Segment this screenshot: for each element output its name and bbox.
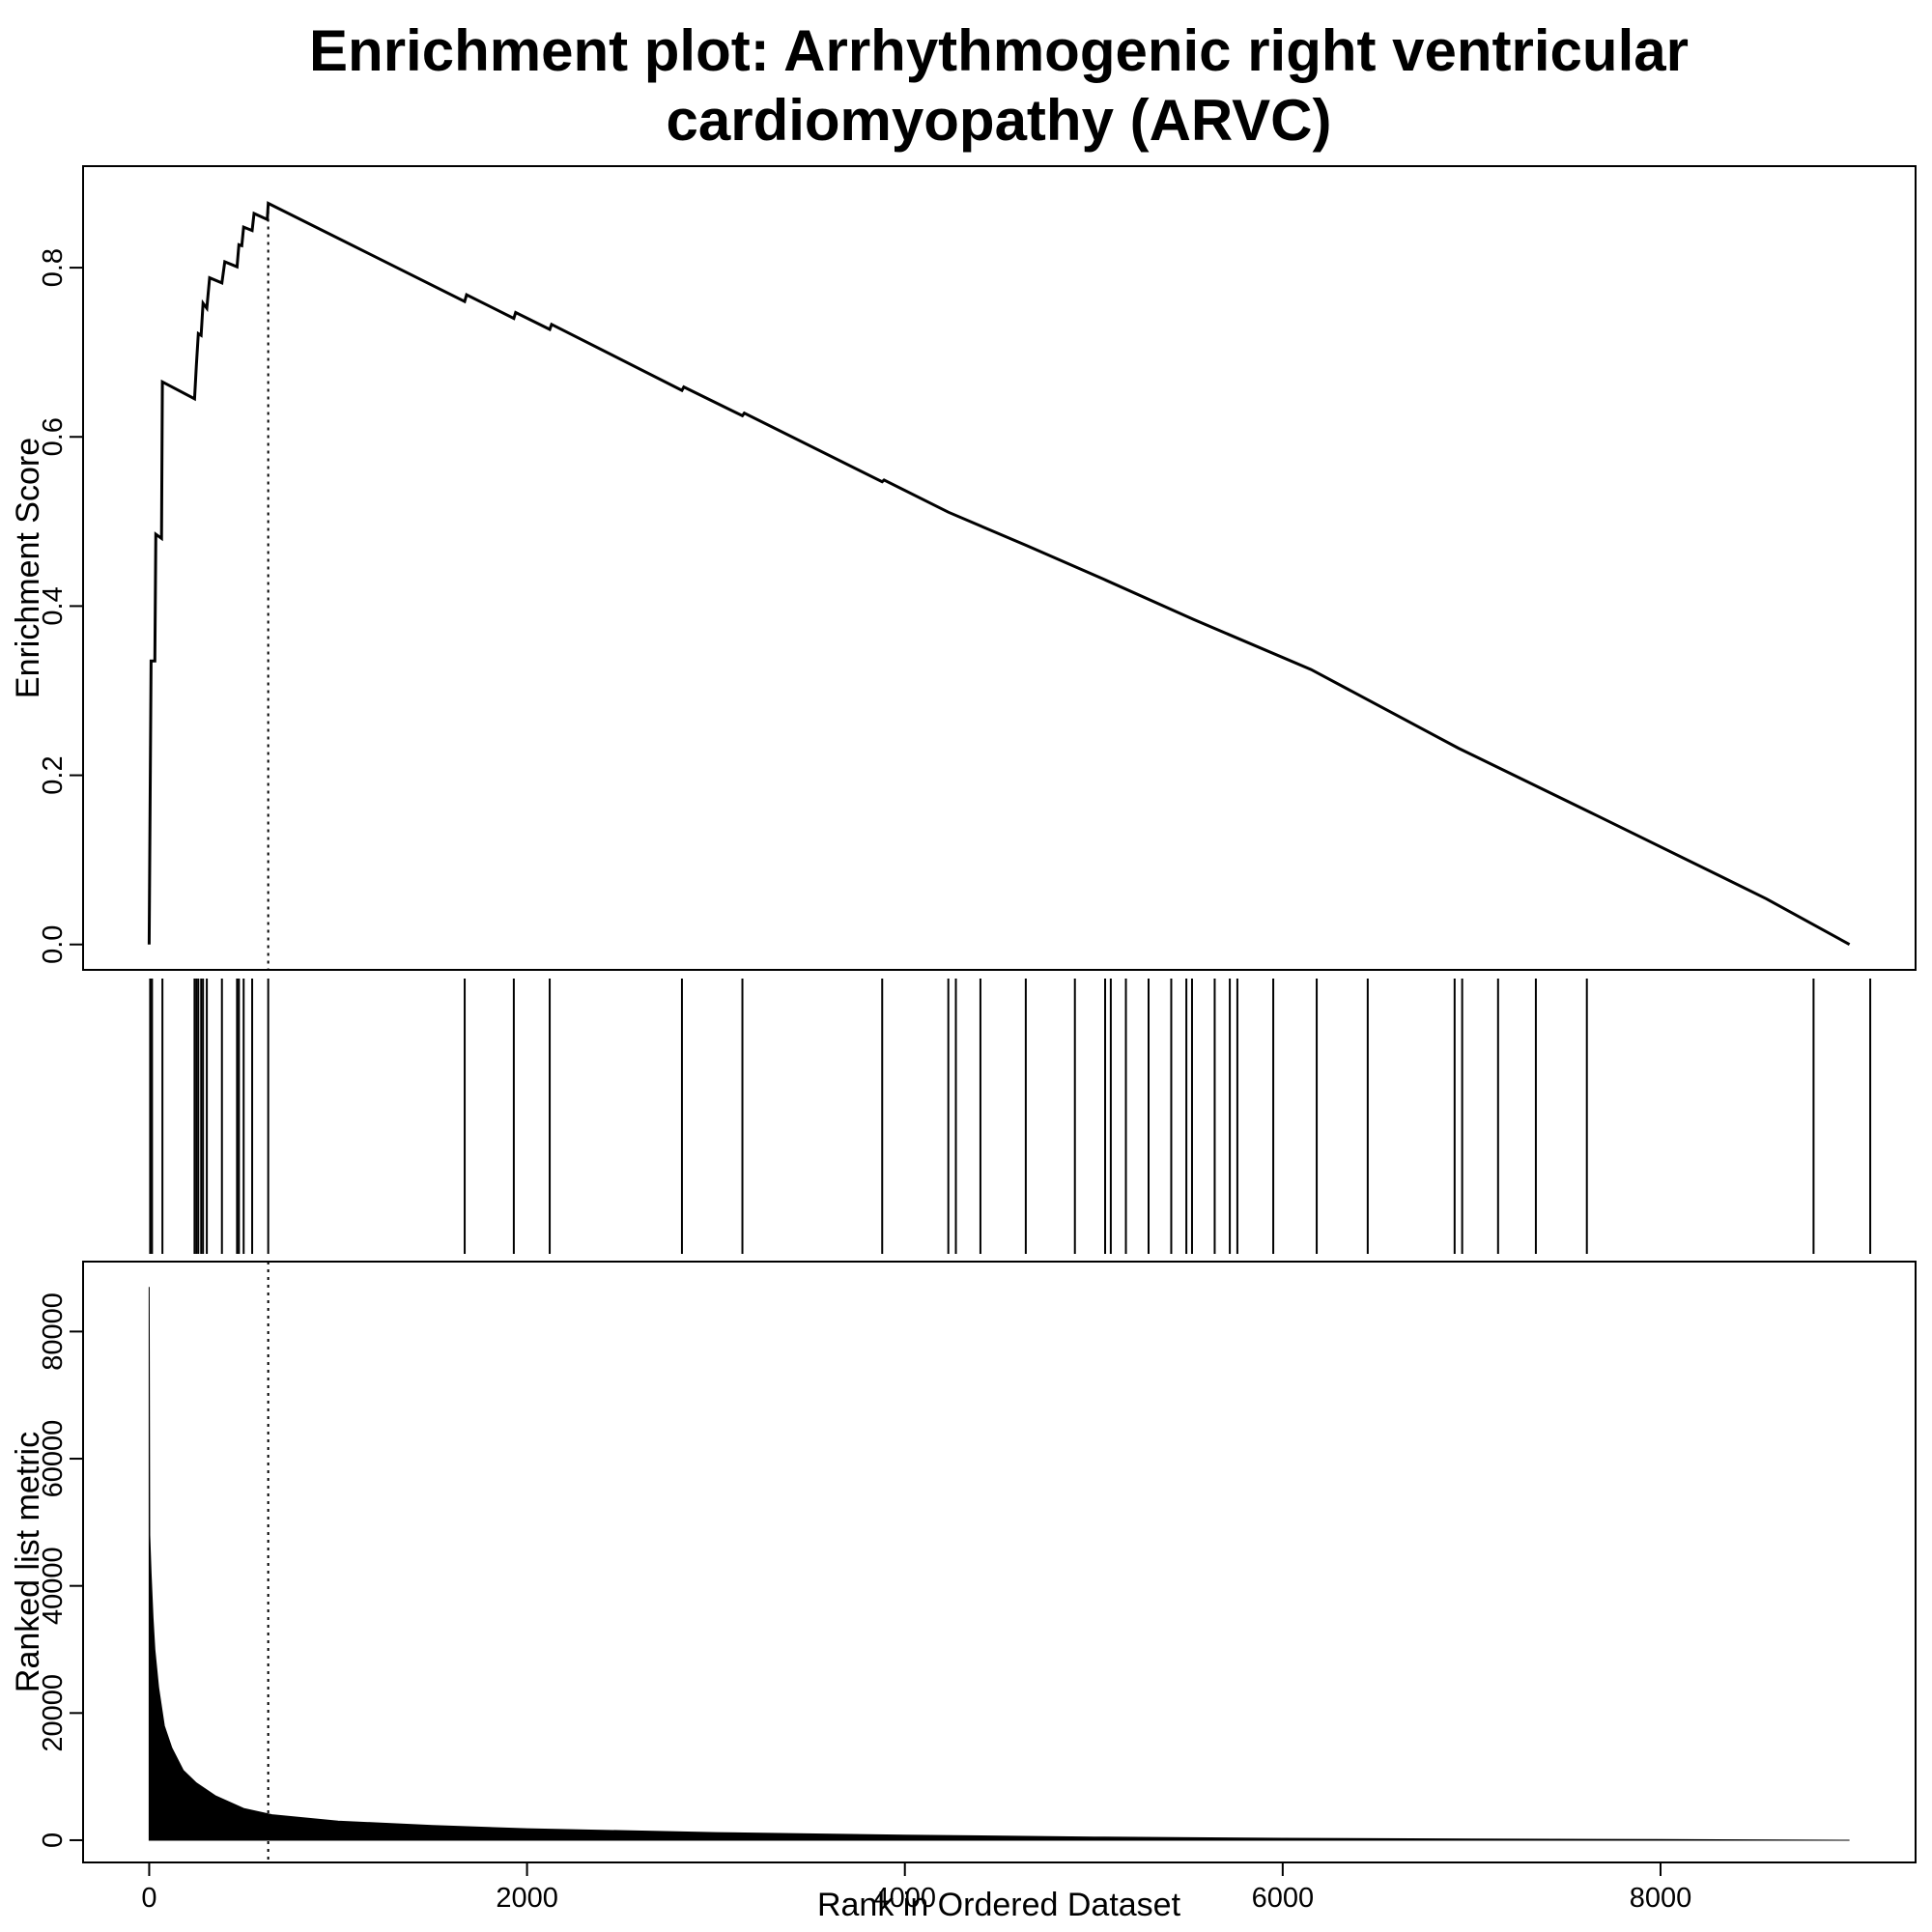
- enrichment-y-tick-label: 0.4: [38, 586, 69, 625]
- ranked-metric-y-axis: 0 20000 40000 60000 80000: [38, 1293, 83, 1848]
- enrichment-y-axis-label: Enrichment Score: [10, 438, 46, 698]
- ranked-metric-y-axis-label: Ranked list metric: [10, 1432, 46, 1692]
- enrichment-y-tick-label: 0.8: [38, 248, 69, 287]
- rank-x-axis: 0 2000 4000 6000 8000: [141, 1862, 1691, 1914]
- enrichment-score-curve: [147, 201, 1851, 947]
- rank-x-tick-label: 0: [141, 1883, 156, 1914]
- title-line-1: Enrichment plot: Arrhythmogenic right ve…: [309, 18, 1689, 83]
- enrichment-y-tick-label: 0.0: [38, 925, 69, 964]
- ranked-y-tick-label: 20000: [38, 1674, 69, 1752]
- rank-x-tick-label: 6000: [1252, 1883, 1315, 1914]
- enrichment-plot-frame: [82, 165, 1917, 971]
- enrichment-y-axis: 0.0 0.2 0.4 0.6 0.8: [38, 248, 83, 964]
- enrichment-y-tick-label: 0.2: [38, 755, 69, 794]
- ranked-y-tick-label: 40000: [38, 1547, 69, 1625]
- enrichment-y-tick-label: 0.6: [38, 417, 69, 456]
- rank-x-axis-label: Rank in Ordered Dataset: [817, 1887, 1181, 1923]
- ranked-y-tick-label: 0: [38, 1833, 69, 1848]
- rank-x-tick-label: 8000: [1630, 1883, 1692, 1914]
- ranked-metric-frame: [82, 1261, 1917, 1863]
- rank-x-tick-label: 4000: [873, 1883, 936, 1914]
- rank-x-tick-label: 2000: [496, 1883, 558, 1914]
- enrichment-score-panel: 0.0 0.2 0.4 0.6 0.8 Enrichment Score: [10, 165, 1917, 971]
- ranked-metric-area: [148, 1287, 1850, 1841]
- ranked-y-tick-label: 60000: [38, 1420, 69, 1498]
- ranked-y-tick-label: 80000: [38, 1293, 69, 1371]
- chart-title: Enrichment plot: Arrhythmogenic right ve…: [309, 18, 1689, 153]
- gene-hits-panel: [149, 979, 1872, 1254]
- title-line-2: cardiomyopathy (ARVC): [666, 88, 1331, 153]
